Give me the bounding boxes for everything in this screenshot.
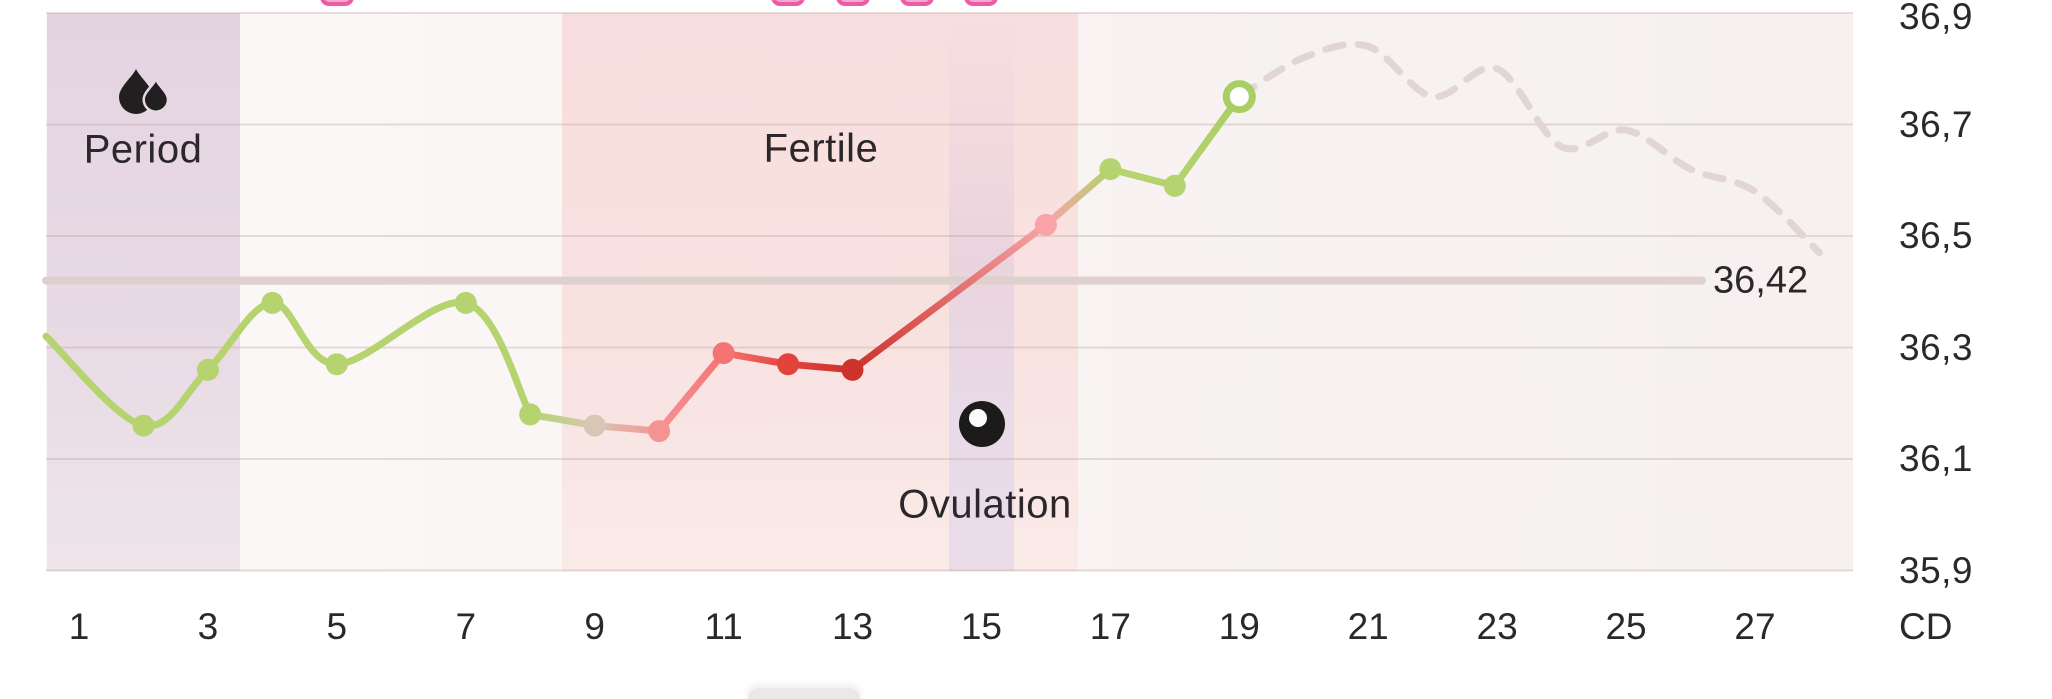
- x-axis-label-cd9: 9: [584, 606, 605, 647]
- temp-point-cd5[interactable]: [325, 353, 348, 376]
- temp-point-cd13[interactable]: [841, 358, 864, 381]
- temperature-line-segment: [1106, 165, 1179, 190]
- x-axis-label-cd3: 3: [197, 606, 219, 647]
- predicted-temperature-line: [1235, 40, 1823, 257]
- temperature-line: [42, 298, 534, 430]
- temp-point-cd2[interactable]: [132, 414, 155, 437]
- x-axis-label-cd15: 15: [960, 606, 1003, 647]
- x-axis-label-cd5: 5: [326, 606, 348, 647]
- x-axis-label-cd25: 25: [1605, 606, 1647, 647]
- y-axis-label: 36,5: [1899, 215, 1974, 256]
- x-axis-label-cd19: 19: [1218, 606, 1260, 647]
- period-drops-icon: [119, 69, 169, 114]
- x-axis-label-cd27: 27: [1734, 606, 1776, 647]
- day-marker-cd13[interactable]: [835, 0, 870, 6]
- temp-point-cd11[interactable]: [712, 342, 735, 365]
- temp-point-cd7[interactable]: [454, 291, 477, 314]
- day-marker-cd14[interactable]: [899, 0, 934, 6]
- x-axis-label-cd23: 23: [1476, 606, 1518, 647]
- x-axis-label-cd17: 17: [1089, 606, 1131, 647]
- temp-point-cd18[interactable]: [1163, 174, 1186, 197]
- temp-point-cd16[interactable]: [1034, 213, 1057, 236]
- y-axis-label: 36,1: [1899, 438, 1974, 479]
- ovulation-band-label: Ovulation: [898, 482, 1072, 527]
- y-axis-label: 35,9: [1899, 549, 1974, 591]
- x-axis-label-cd1: 1: [68, 606, 90, 647]
- temp-point-cd12[interactable]: [777, 353, 800, 376]
- temp-point-cd10[interactable]: [648, 420, 671, 443]
- x-axis-label-cd11: 11: [704, 606, 743, 647]
- temp-point-cd17[interactable]: [1099, 158, 1122, 181]
- temp-point-cd3[interactable]: [196, 358, 219, 381]
- temp-point-cd8[interactable]: [519, 403, 542, 426]
- day-marker-cd5[interactable]: [319, 0, 354, 6]
- y-axis-label: 36,9: [1899, 0, 1974, 37]
- y-axis-label: 36,7: [1899, 103, 1974, 145]
- temp-point-cd19-latest[interactable]: [1222, 80, 1256, 114]
- x-axis-label-cd13: 13: [831, 606, 874, 647]
- bottom-sheet-handle[interactable]: [748, 688, 860, 699]
- y-axis-label: 36,3: [1899, 326, 1974, 368]
- x-axis-label-cd7: 7: [455, 606, 477, 647]
- temperature-line-segment: [1171, 93, 1243, 190]
- temp-point-cd9[interactable]: [583, 414, 606, 437]
- fertile-band-label: Fertile: [763, 126, 879, 171]
- period-band-label: Period: [83, 127, 203, 172]
- temp-point-cd4[interactable]: [261, 291, 284, 314]
- ovulation-egg-icon: [959, 401, 1005, 447]
- temperature-line-segment: [1042, 165, 1114, 229]
- temperature-line-segment: [849, 221, 1050, 374]
- reference-line-label: 36,42: [1713, 259, 1809, 302]
- temperature-line-segment: [655, 349, 728, 435]
- x-axis-unit-label: CD: [1899, 606, 1953, 647]
- x-axis-label-cd21: 21: [1347, 606, 1389, 647]
